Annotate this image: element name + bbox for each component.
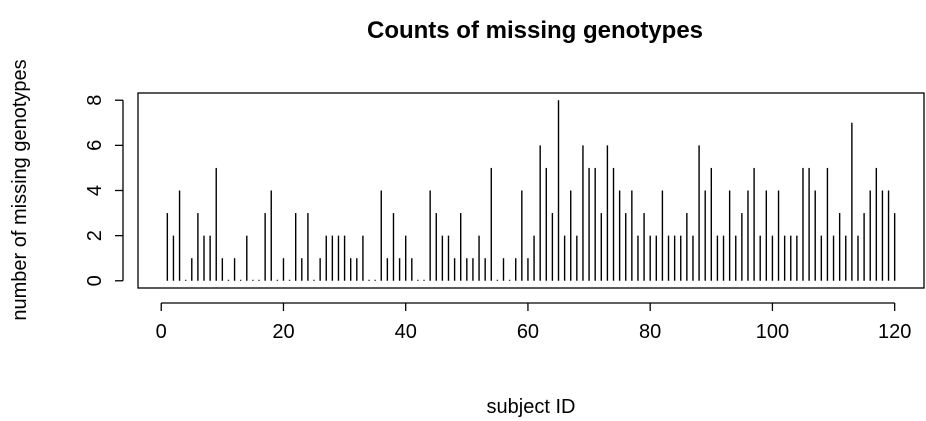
x-tick-label: 20 bbox=[272, 321, 294, 343]
y-tick-label: 8 bbox=[84, 95, 106, 106]
plot-frame bbox=[137, 92, 925, 289]
y-tick-label: 2 bbox=[84, 230, 106, 241]
x-tick-label: 100 bbox=[756, 321, 789, 343]
x-tick-label: 120 bbox=[878, 321, 911, 343]
y-tick-label: 0 bbox=[84, 275, 106, 286]
y-axis: 0 2 4 6 8 bbox=[84, 95, 124, 286]
chart-title: Counts of missing genotypes bbox=[367, 17, 703, 44]
y-tick-label: 4 bbox=[84, 185, 106, 196]
x-tick-label: 60 bbox=[517, 321, 539, 343]
y-tick-label: 6 bbox=[84, 140, 106, 151]
bars-group bbox=[166, 100, 896, 281]
x-tick-label: 40 bbox=[395, 321, 417, 343]
x-tick-label: 80 bbox=[639, 321, 661, 343]
x-tick-label: 0 bbox=[156, 321, 167, 343]
y-axis-label: number of missing genotypes bbox=[9, 59, 31, 320]
x-axis-label: subject ID bbox=[487, 396, 576, 418]
x-axis: 0 20 40 60 80 100 120 bbox=[156, 302, 911, 343]
